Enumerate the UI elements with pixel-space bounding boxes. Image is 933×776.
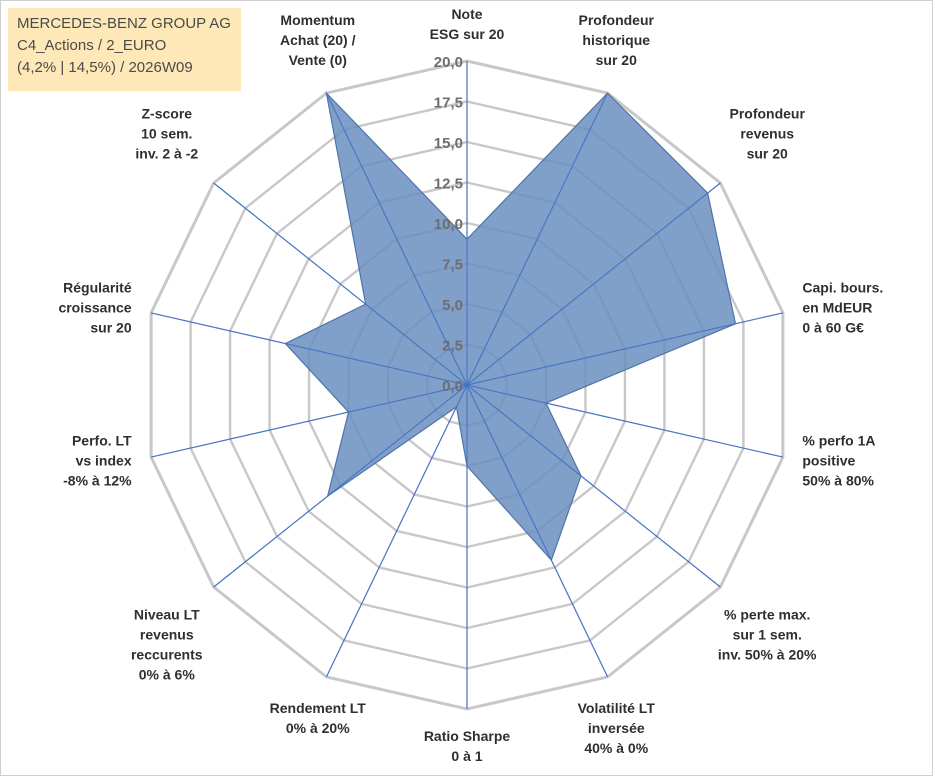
axis-label: Régularité croissance sur 20 xyxy=(58,279,131,335)
tick-label: 17,5 xyxy=(434,95,463,112)
label-layer: Note ESG sur 20 Profondeur historique sur 20… xyxy=(58,6,883,764)
axis-spoke-overlay xyxy=(327,384,468,497)
axis-spoke-overlay xyxy=(466,192,708,386)
axis-label: Ratio Sharpe 0 à 1 xyxy=(424,728,511,764)
tick-label: 5,0 xyxy=(442,297,463,314)
axis-spoke-overlay xyxy=(466,323,736,386)
axis-spoke-overlay xyxy=(456,384,468,408)
company-name: MERCEDES-BENZ GROUP AG xyxy=(17,15,231,32)
tick-label: 20,0 xyxy=(434,54,463,71)
axis-spoke-overlay xyxy=(325,92,468,386)
axis-spoke-overlay xyxy=(466,384,547,404)
series-area xyxy=(284,91,737,562)
tick-label: 7,5 xyxy=(442,257,463,274)
axis-label: Rendement LT 0% à 20% xyxy=(270,700,367,736)
axis-spoke-overlay xyxy=(466,92,609,386)
axis-label: Perfo. LT vs index -8% à 12% xyxy=(63,433,132,489)
fund-line: C4_Actions / 2_EURO xyxy=(17,37,167,54)
axis-label: Z-score 10 sem. inv. 2 à -2 xyxy=(135,106,198,162)
tick-label: 10,0 xyxy=(434,216,463,233)
axis-label: % perfo 1A positive 50% à 80% xyxy=(802,433,875,489)
axis-label: Volatilité LT inversée 40% à 0% xyxy=(578,700,656,756)
axis-label: % perte max. sur 1 sem. inv. 50% à 20% xyxy=(718,606,817,662)
tick-label: 0,0 xyxy=(442,378,463,395)
axis-spoke-overlay xyxy=(348,384,468,413)
axis-spoke-overlay xyxy=(466,384,582,477)
tick-label: 2,5 xyxy=(442,338,463,355)
axis-label: Note ESG sur 20 xyxy=(430,6,505,42)
stats-line: (4,2% | 14,5%) / 2026W09 xyxy=(17,59,193,76)
axis-spoke-overlay xyxy=(285,343,468,386)
axis-spoke-overlay xyxy=(365,303,468,386)
axis-label: Profondeur revenus sur 20 xyxy=(729,106,805,162)
axis-label: Niveau LT revenus reccurents 0% à 6% xyxy=(131,606,203,682)
axis-label: Capi. bours. en MdEUR 0 à 60 G€ xyxy=(802,279,883,335)
axis-spoke-overlay xyxy=(466,384,552,561)
tick-label: 12,5 xyxy=(434,176,463,193)
axis-spoke xyxy=(325,384,468,678)
series-layer xyxy=(284,91,737,562)
tick-label: 15,0 xyxy=(434,135,463,152)
axis-label: Momentum Achat (20) / Vente (0) xyxy=(280,12,356,68)
axis-label: Profondeur historique sur 20 xyxy=(579,12,655,68)
title-box: MERCEDES-BENZ GROUP AG C4_Actions / 2_EU… xyxy=(8,8,241,91)
tick-layer: 0,0 2,5 5,0 7,5 10,0 12,5 15,0 17,5 20,0 xyxy=(434,54,463,395)
